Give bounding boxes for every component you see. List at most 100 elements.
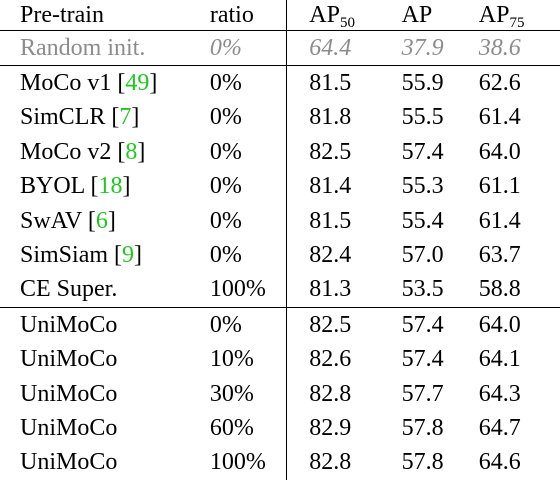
- cell-ap75: 64.7: [479, 411, 560, 445]
- cell-ap: 37.9: [402, 31, 479, 66]
- method-name: BYOL: [20, 173, 90, 199]
- cell-ratio: 0%: [210, 170, 287, 204]
- cell-ap75: 64.6: [479, 446, 560, 480]
- method-name: UniMoCo: [20, 415, 117, 441]
- cell-ratio: 0%: [210, 308, 287, 343]
- cell-ap: 57.4: [402, 135, 479, 169]
- cell-pretrain: UniMoCo: [0, 308, 210, 343]
- cell-ratio: 0%: [210, 31, 287, 66]
- cell-ratio: 0%: [210, 204, 287, 238]
- method-name: Random init.: [20, 35, 145, 61]
- method-name: MoCo v2: [20, 139, 117, 165]
- cell-ap75: 58.8: [479, 273, 560, 308]
- method-name: UniMoCo: [20, 312, 117, 338]
- header-pretrain: Pre-train: [0, 0, 210, 31]
- cell-pretrain: SimSiam [9]: [0, 238, 210, 272]
- cell-ap50: 64.4: [287, 31, 402, 66]
- cell-ap: 57.4: [402, 343, 479, 377]
- cell-ap50: 82.8: [287, 446, 402, 480]
- method-name: SwAV: [20, 208, 88, 234]
- method-name: SimSiam: [20, 242, 114, 268]
- cell-pretrain: BYOL [18]: [0, 170, 210, 204]
- cell-pretrain: UniMoCo: [0, 343, 210, 377]
- cell-ap50: 82.4: [287, 238, 402, 272]
- cell-ap: 55.5: [402, 101, 479, 135]
- citation-link[interactable]: 9: [122, 242, 134, 268]
- cell-pretrain: UniMoCo: [0, 446, 210, 480]
- method-name: UniMoCo: [20, 346, 117, 372]
- cell-ap75: 38.6: [479, 31, 560, 66]
- cell-ratio: 60%: [210, 411, 287, 445]
- citation-link[interactable]: 18: [98, 173, 122, 199]
- cell-pretrain: CE Super.: [0, 273, 210, 308]
- cell-pretrain: SimCLR [7]: [0, 101, 210, 135]
- cell-ap50: 82.6: [287, 343, 402, 377]
- cell-ratio: 0%: [210, 135, 287, 169]
- method-name: SimCLR: [20, 104, 111, 130]
- cell-ap50: 82.5: [287, 135, 402, 169]
- cell-ap50: 82.9: [287, 411, 402, 445]
- cell-pretrain: UniMoCo: [0, 411, 210, 445]
- cell-ap75: 64.3: [479, 377, 560, 411]
- cell-ap50: 81.3: [287, 273, 402, 308]
- method-name: CE Super.: [20, 276, 117, 302]
- cell-ap75: 61.1: [479, 170, 560, 204]
- cell-ap75: 62.6: [479, 66, 560, 101]
- header-ap75: AP75: [479, 0, 560, 31]
- method-name: UniMoCo: [20, 449, 117, 475]
- cell-ap50: 82.5: [287, 308, 402, 343]
- citation-link[interactable]: 6: [96, 208, 108, 234]
- cell-pretrain: MoCo v2 [8]: [0, 135, 210, 169]
- citation-link[interactable]: 8: [125, 139, 137, 165]
- header-row: Pre-train ratio AP50 AP AP75: [0, 0, 560, 31]
- cell-ap50: 81.4: [287, 170, 402, 204]
- cell-ap75: 64.0: [479, 135, 560, 169]
- cell-ratio: 0%: [210, 238, 287, 272]
- cell-ap: 55.9: [402, 66, 479, 101]
- cell-ap50: 81.5: [287, 66, 402, 101]
- header-ratio: ratio: [210, 0, 287, 31]
- citation-link[interactable]: 7: [119, 104, 131, 130]
- cell-ratio: 100%: [210, 273, 287, 308]
- cell-ap: 53.5: [402, 273, 479, 308]
- header-ap: AP: [402, 0, 479, 31]
- cell-ap75: 63.7: [479, 238, 560, 272]
- cell-ap: 57.8: [402, 411, 479, 445]
- cell-ap75: 61.4: [479, 204, 560, 238]
- cell-ap75: 64.1: [479, 343, 560, 377]
- cell-ap: 57.0: [402, 238, 479, 272]
- cell-ap50: 81.8: [287, 101, 402, 135]
- cell-ap: 57.8: [402, 446, 479, 480]
- cell-ratio: 100%: [210, 446, 287, 480]
- cell-ap75: 61.4: [479, 101, 560, 135]
- cell-ratio: 0%: [210, 66, 287, 101]
- method-name: MoCo v1: [20, 70, 117, 96]
- cell-ratio: 30%: [210, 377, 287, 411]
- cell-pretrain: MoCo v1 [49]: [0, 66, 210, 101]
- cell-pretrain: SwAV [6]: [0, 204, 210, 238]
- cell-ap50: 82.8: [287, 377, 402, 411]
- citation-link[interactable]: 49: [125, 70, 149, 96]
- cell-ap: 55.4: [402, 204, 479, 238]
- method-name: UniMoCo: [20, 381, 117, 407]
- cell-ap75: 64.0: [479, 308, 560, 343]
- cell-ap: 57.4: [402, 308, 479, 343]
- cell-ratio: 0%: [210, 101, 287, 135]
- cell-ratio: 10%: [210, 343, 287, 377]
- cell-ap: 57.7: [402, 377, 479, 411]
- cell-ap50: 81.5: [287, 204, 402, 238]
- cell-ap: 55.3: [402, 170, 479, 204]
- cell-pretrain: UniMoCo: [0, 377, 210, 411]
